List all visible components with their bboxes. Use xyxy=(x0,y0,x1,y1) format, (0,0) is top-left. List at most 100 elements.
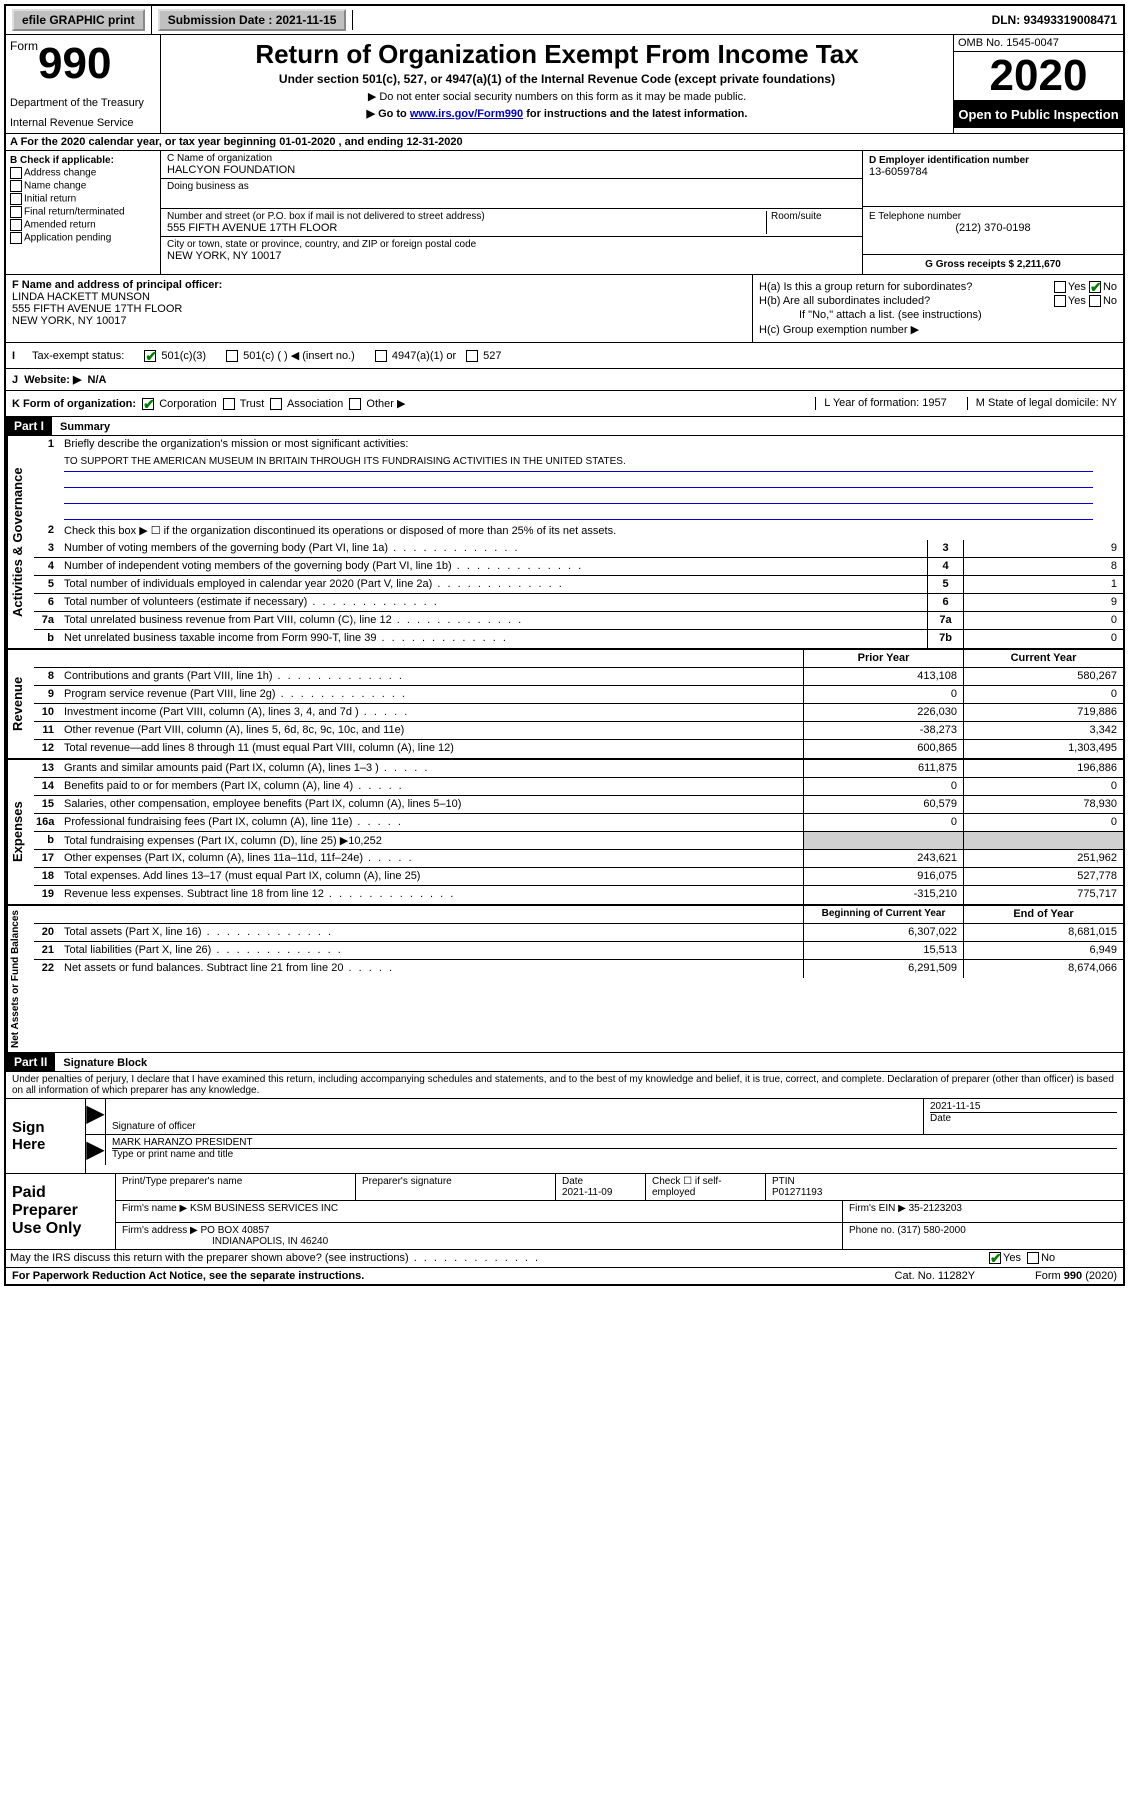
firm-addr2: INDIANAPOLIS, IN 46240 xyxy=(122,1236,328,1247)
sign-here-block: Sign Here ▶ Signature of officer 2021-11… xyxy=(6,1099,1123,1174)
officer-addr1: 555 FIFTH AVENUE 17TH FLOOR xyxy=(12,303,746,315)
cb-501c3[interactable] xyxy=(144,350,156,362)
cb-initial-return[interactable]: Initial return xyxy=(10,193,156,205)
hdr-curr: Current Year xyxy=(963,650,1123,667)
form990-link[interactable]: www.irs.gov/Form990 xyxy=(410,108,523,120)
cb-app-pending[interactable]: Application pending xyxy=(10,232,156,244)
line-a: A For the 2020 calendar year, or tax yea… xyxy=(6,134,1123,151)
org-name-label: C Name of organization xyxy=(167,153,856,164)
l16ac: 0 xyxy=(963,814,1123,831)
cb-trust[interactable] xyxy=(223,398,235,410)
l1-text: Briefly describe the organization's miss… xyxy=(60,436,1123,454)
l12c: 1,303,495 xyxy=(963,740,1123,758)
cb-4947[interactable] xyxy=(375,350,387,362)
l7b-text: Net unrelated business taxable income fr… xyxy=(60,630,927,648)
discuss-row: May the IRS discuss this return with the… xyxy=(6,1250,1123,1268)
cb-527[interactable] xyxy=(466,350,478,362)
l4-text: Number of independent voting members of … xyxy=(60,558,927,575)
mission-text: TO SUPPORT THE AMERICAN MUSEUM IN BRITAI… xyxy=(64,456,1093,472)
l11p: -38,273 xyxy=(803,722,963,739)
i-label: Tax-exempt status: xyxy=(32,350,124,362)
paid-preparer-label: Paid Preparer Use Only xyxy=(6,1174,116,1249)
firm-ein: 35-2123203 xyxy=(909,1203,962,1214)
l15p: 60,579 xyxy=(803,796,963,813)
cb-address-change[interactable]: Address change xyxy=(10,167,156,179)
row-j: J Website: ▶ N/A xyxy=(6,369,1123,391)
cb-final-return[interactable]: Final return/terminated xyxy=(10,206,156,218)
cb-501c[interactable] xyxy=(226,350,238,362)
firm-ein-label: Firm's EIN ▶ xyxy=(849,1203,906,1214)
open-inspection: Open to Public Inspection xyxy=(954,101,1123,128)
l22b: 6,291,509 xyxy=(803,960,963,978)
row-k: K Form of organization: Corporation Trus… xyxy=(6,391,1123,417)
hc-label: H(c) Group exemption number ▶ xyxy=(759,323,1117,336)
efile-print-button[interactable]: efile GRAPHIC print xyxy=(12,9,145,31)
goto-pre: ▶ Go to xyxy=(367,108,410,120)
prep-sig-label: Preparer's signature xyxy=(362,1176,549,1187)
l8-text: Contributions and grants (Part VIII, lin… xyxy=(60,668,803,685)
l8p: 413,108 xyxy=(803,668,963,685)
l18p: 916,075 xyxy=(803,868,963,885)
column-de: D Employer identification number 13-6059… xyxy=(863,151,1123,274)
l3-text: Number of voting members of the governin… xyxy=(60,540,927,557)
discuss-no[interactable] xyxy=(1027,1252,1039,1264)
l20b: 6,307,022 xyxy=(803,924,963,941)
firm-addr1: PO BOX 40857 xyxy=(201,1225,270,1236)
footer-mid: Cat. No. 11282Y xyxy=(895,1270,976,1282)
paid-preparer-block: Paid Preparer Use Only Print/Type prepar… xyxy=(6,1174,1123,1250)
discuss-text: May the IRS discuss this return with the… xyxy=(6,1250,983,1267)
l5-val: 1 xyxy=(963,576,1123,593)
cb-amended-return[interactable]: Amended return xyxy=(10,219,156,231)
cb-corp[interactable] xyxy=(142,398,154,410)
l20e: 8,681,015 xyxy=(963,924,1123,941)
sign-arrow-icon: ▶ xyxy=(86,1099,106,1134)
website-value: N/A xyxy=(88,374,107,386)
hb-no[interactable] xyxy=(1089,295,1101,307)
l15-text: Salaries, other compensation, employee b… xyxy=(60,796,803,813)
omb-number: OMB No. 1545-0047 xyxy=(954,35,1123,52)
form-header: Form990 Department of the Treasury Inter… xyxy=(6,35,1123,134)
cb-other[interactable] xyxy=(349,398,361,410)
l11c: 3,342 xyxy=(963,722,1123,739)
l12p: 600,865 xyxy=(803,740,963,758)
hb-note: If "No," attach a list. (see instruction… xyxy=(759,309,1117,321)
l10p: 226,030 xyxy=(803,704,963,721)
hdr-end: End of Year xyxy=(963,906,1123,923)
gross-receipts: G Gross receipts $ 2,211,670 xyxy=(869,259,1117,270)
l2-text: Check this box ▶ ☐ if the organization d… xyxy=(60,522,1123,540)
hb-yes[interactable] xyxy=(1054,295,1066,307)
form-label: Form xyxy=(10,39,38,53)
l14c: 0 xyxy=(963,778,1123,795)
printed-name-label: Type or print name and title xyxy=(112,1148,1117,1160)
l13p: 611,875 xyxy=(803,760,963,777)
prep-date-label: Date xyxy=(562,1176,639,1187)
row-f: F Name and address of principal officer:… xyxy=(6,275,753,342)
addr-label: Number and street (or P.O. box if mail i… xyxy=(167,211,766,222)
self-employed-check[interactable]: Check ☐ if self-employed xyxy=(646,1174,766,1200)
column-c: C Name of organization HALCYON FOUNDATIO… xyxy=(161,151,863,274)
l18-text: Total expenses. Add lines 13–17 (must eq… xyxy=(60,868,803,885)
l21e: 6,949 xyxy=(963,942,1123,959)
ha-label: H(a) Is this a group return for subordin… xyxy=(759,281,972,293)
l22-text: Net assets or fund balances. Subtract li… xyxy=(60,960,803,978)
addr-value: 555 FIFTH AVENUE 17TH FLOOR xyxy=(167,222,766,234)
city-label: City or town, state or province, country… xyxy=(167,239,856,250)
l14p: 0 xyxy=(803,778,963,795)
room-label: Room/suite xyxy=(771,211,856,222)
ha-yes[interactable] xyxy=(1054,281,1066,293)
l12-text: Total revenue—add lines 8 through 11 (mu… xyxy=(60,740,803,758)
l-year: L Year of formation: 1957 xyxy=(815,397,947,410)
form-number: 990 xyxy=(38,39,111,88)
l10c: 719,886 xyxy=(963,704,1123,721)
cb-assoc[interactable] xyxy=(270,398,282,410)
ha-no[interactable] xyxy=(1089,281,1101,293)
declaration-text: Under penalties of perjury, I declare th… xyxy=(6,1072,1123,1099)
officer-addr2: NEW YORK, NY 10017 xyxy=(12,315,746,327)
cb-name-change[interactable]: Name change xyxy=(10,180,156,192)
phone-value: (212) 370-0198 xyxy=(869,222,1117,234)
l5-text: Total number of individuals employed in … xyxy=(60,576,927,593)
l9p: 0 xyxy=(803,686,963,703)
firm-name-label: Firm's name ▶ xyxy=(122,1203,187,1214)
discuss-yes[interactable] xyxy=(989,1252,1001,1264)
l8c: 580,267 xyxy=(963,668,1123,685)
